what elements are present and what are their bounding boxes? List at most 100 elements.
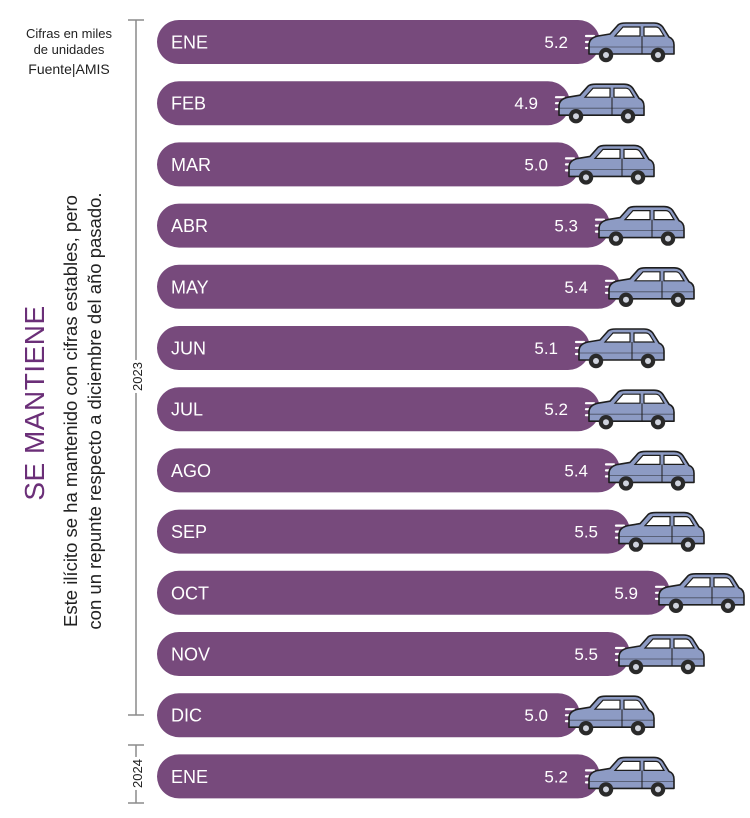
car-window-front — [643, 516, 671, 527]
bar — [157, 570, 670, 615]
car-hubcap — [665, 235, 671, 242]
car-hubcap — [623, 296, 629, 303]
car-icon — [588, 389, 675, 430]
car-window-rear — [663, 454, 686, 465]
car-window-rear — [673, 516, 696, 527]
car-window-front — [633, 454, 661, 465]
bar-row: ABR 5.3 — [157, 203, 685, 248]
car-hubcap — [655, 786, 661, 793]
car-hubcap — [635, 725, 641, 732]
units-line-2: de unidades — [33, 42, 105, 57]
bar-row: SEP 5.5 — [157, 509, 705, 554]
month-label: ABR — [171, 216, 208, 236]
month-label: JUN — [171, 339, 206, 359]
car-window-rear — [643, 393, 666, 404]
car-window-front — [613, 393, 641, 404]
value-label: 5.2 — [544, 33, 568, 52]
car-window-front — [583, 87, 611, 98]
car-hubcap — [583, 725, 589, 732]
bar-row: DIC 5.0 — [157, 693, 655, 738]
bar-row: NOV 5.5 — [157, 632, 705, 676]
car-hubcap — [725, 602, 731, 609]
car-window-front — [623, 210, 651, 221]
car-hubcap — [603, 52, 609, 58]
car-icon — [618, 511, 705, 552]
car-hubcap — [655, 52, 661, 58]
value-label: 5.2 — [544, 400, 568, 419]
bar-row: OCT 5.9 — [157, 570, 745, 615]
car-hubcap — [603, 786, 609, 793]
month-label: ENE — [171, 33, 208, 53]
value-label: 5.5 — [574, 645, 598, 664]
bar-row: ENE 5.2 — [157, 20, 675, 64]
bar — [157, 754, 600, 799]
car-icon — [618, 634, 705, 675]
car-hubcap — [633, 541, 639, 548]
car-icon — [568, 695, 655, 736]
bar-row: MAR 5.0 — [157, 142, 655, 187]
value-label: 5.2 — [544, 767, 568, 786]
value-label: 4.9 — [514, 94, 538, 113]
bar-row: AGO 5.4 — [157, 448, 695, 493]
bar — [157, 448, 620, 493]
value-label: 5.1 — [534, 339, 558, 358]
car-icon — [588, 22, 675, 63]
car-window-front — [613, 760, 641, 772]
car-hubcap — [603, 419, 609, 426]
value-label: 5.0 — [524, 155, 548, 174]
bar — [157, 387, 600, 432]
value-label: 5.4 — [564, 278, 588, 297]
bar-row: JUL 5.2 — [157, 387, 675, 432]
car-window-rear — [653, 210, 676, 221]
bar — [157, 20, 600, 64]
bar — [157, 142, 580, 187]
car-window-rear — [643, 26, 666, 37]
year-brackets — [128, 19, 144, 804]
bar — [157, 693, 580, 738]
month-label: DIC — [171, 706, 202, 726]
car-hubcap — [633, 664, 639, 670]
car-window-rear — [613, 87, 636, 98]
value-label: 5.4 — [564, 461, 588, 480]
month-label: FEB — [171, 94, 206, 114]
car-window-rear — [633, 332, 656, 343]
car-window-rear — [673, 638, 696, 649]
bar — [157, 509, 630, 554]
value-label: 5.3 — [554, 217, 578, 236]
car-window-rear — [663, 271, 686, 282]
car-hubcap — [625, 113, 631, 120]
bar — [157, 81, 570, 126]
month-label: JUL — [171, 400, 203, 420]
car-icon — [568, 144, 655, 185]
car-window-front — [603, 332, 631, 343]
units-source-note: Cifras en miles de unidades Fuente|AMIS — [10, 26, 128, 77]
car-icon — [608, 450, 695, 491]
car-window-front — [643, 638, 671, 649]
bar-row: FEB 4.9 — [157, 81, 645, 126]
car-window-front — [613, 26, 641, 37]
car-hubcap — [593, 358, 599, 364]
car-window-front — [683, 577, 711, 588]
car-window-rear — [643, 760, 666, 772]
bar-row: MAY 5.4 — [157, 264, 695, 309]
year-label-2023: 2023 — [129, 360, 145, 393]
car-icon — [598, 205, 685, 246]
car-window-front — [593, 148, 621, 159]
bar — [157, 326, 590, 370]
month-label: NOV — [171, 645, 210, 665]
month-label: SEP — [171, 522, 207, 542]
month-label: OCT — [171, 583, 209, 603]
car-window-front — [633, 271, 661, 282]
month-label: MAY — [171, 277, 209, 297]
bar — [157, 632, 630, 676]
car-window-rear — [713, 577, 736, 588]
car-hubcap — [635, 174, 641, 181]
car-hubcap — [613, 235, 619, 242]
car-icon — [658, 572, 745, 613]
month-label: AGO — [171, 461, 211, 481]
car-window-rear — [623, 148, 646, 159]
year-label-2024: 2024 — [129, 757, 145, 790]
car-hubcap — [573, 113, 579, 120]
car-hubcap — [685, 541, 691, 548]
